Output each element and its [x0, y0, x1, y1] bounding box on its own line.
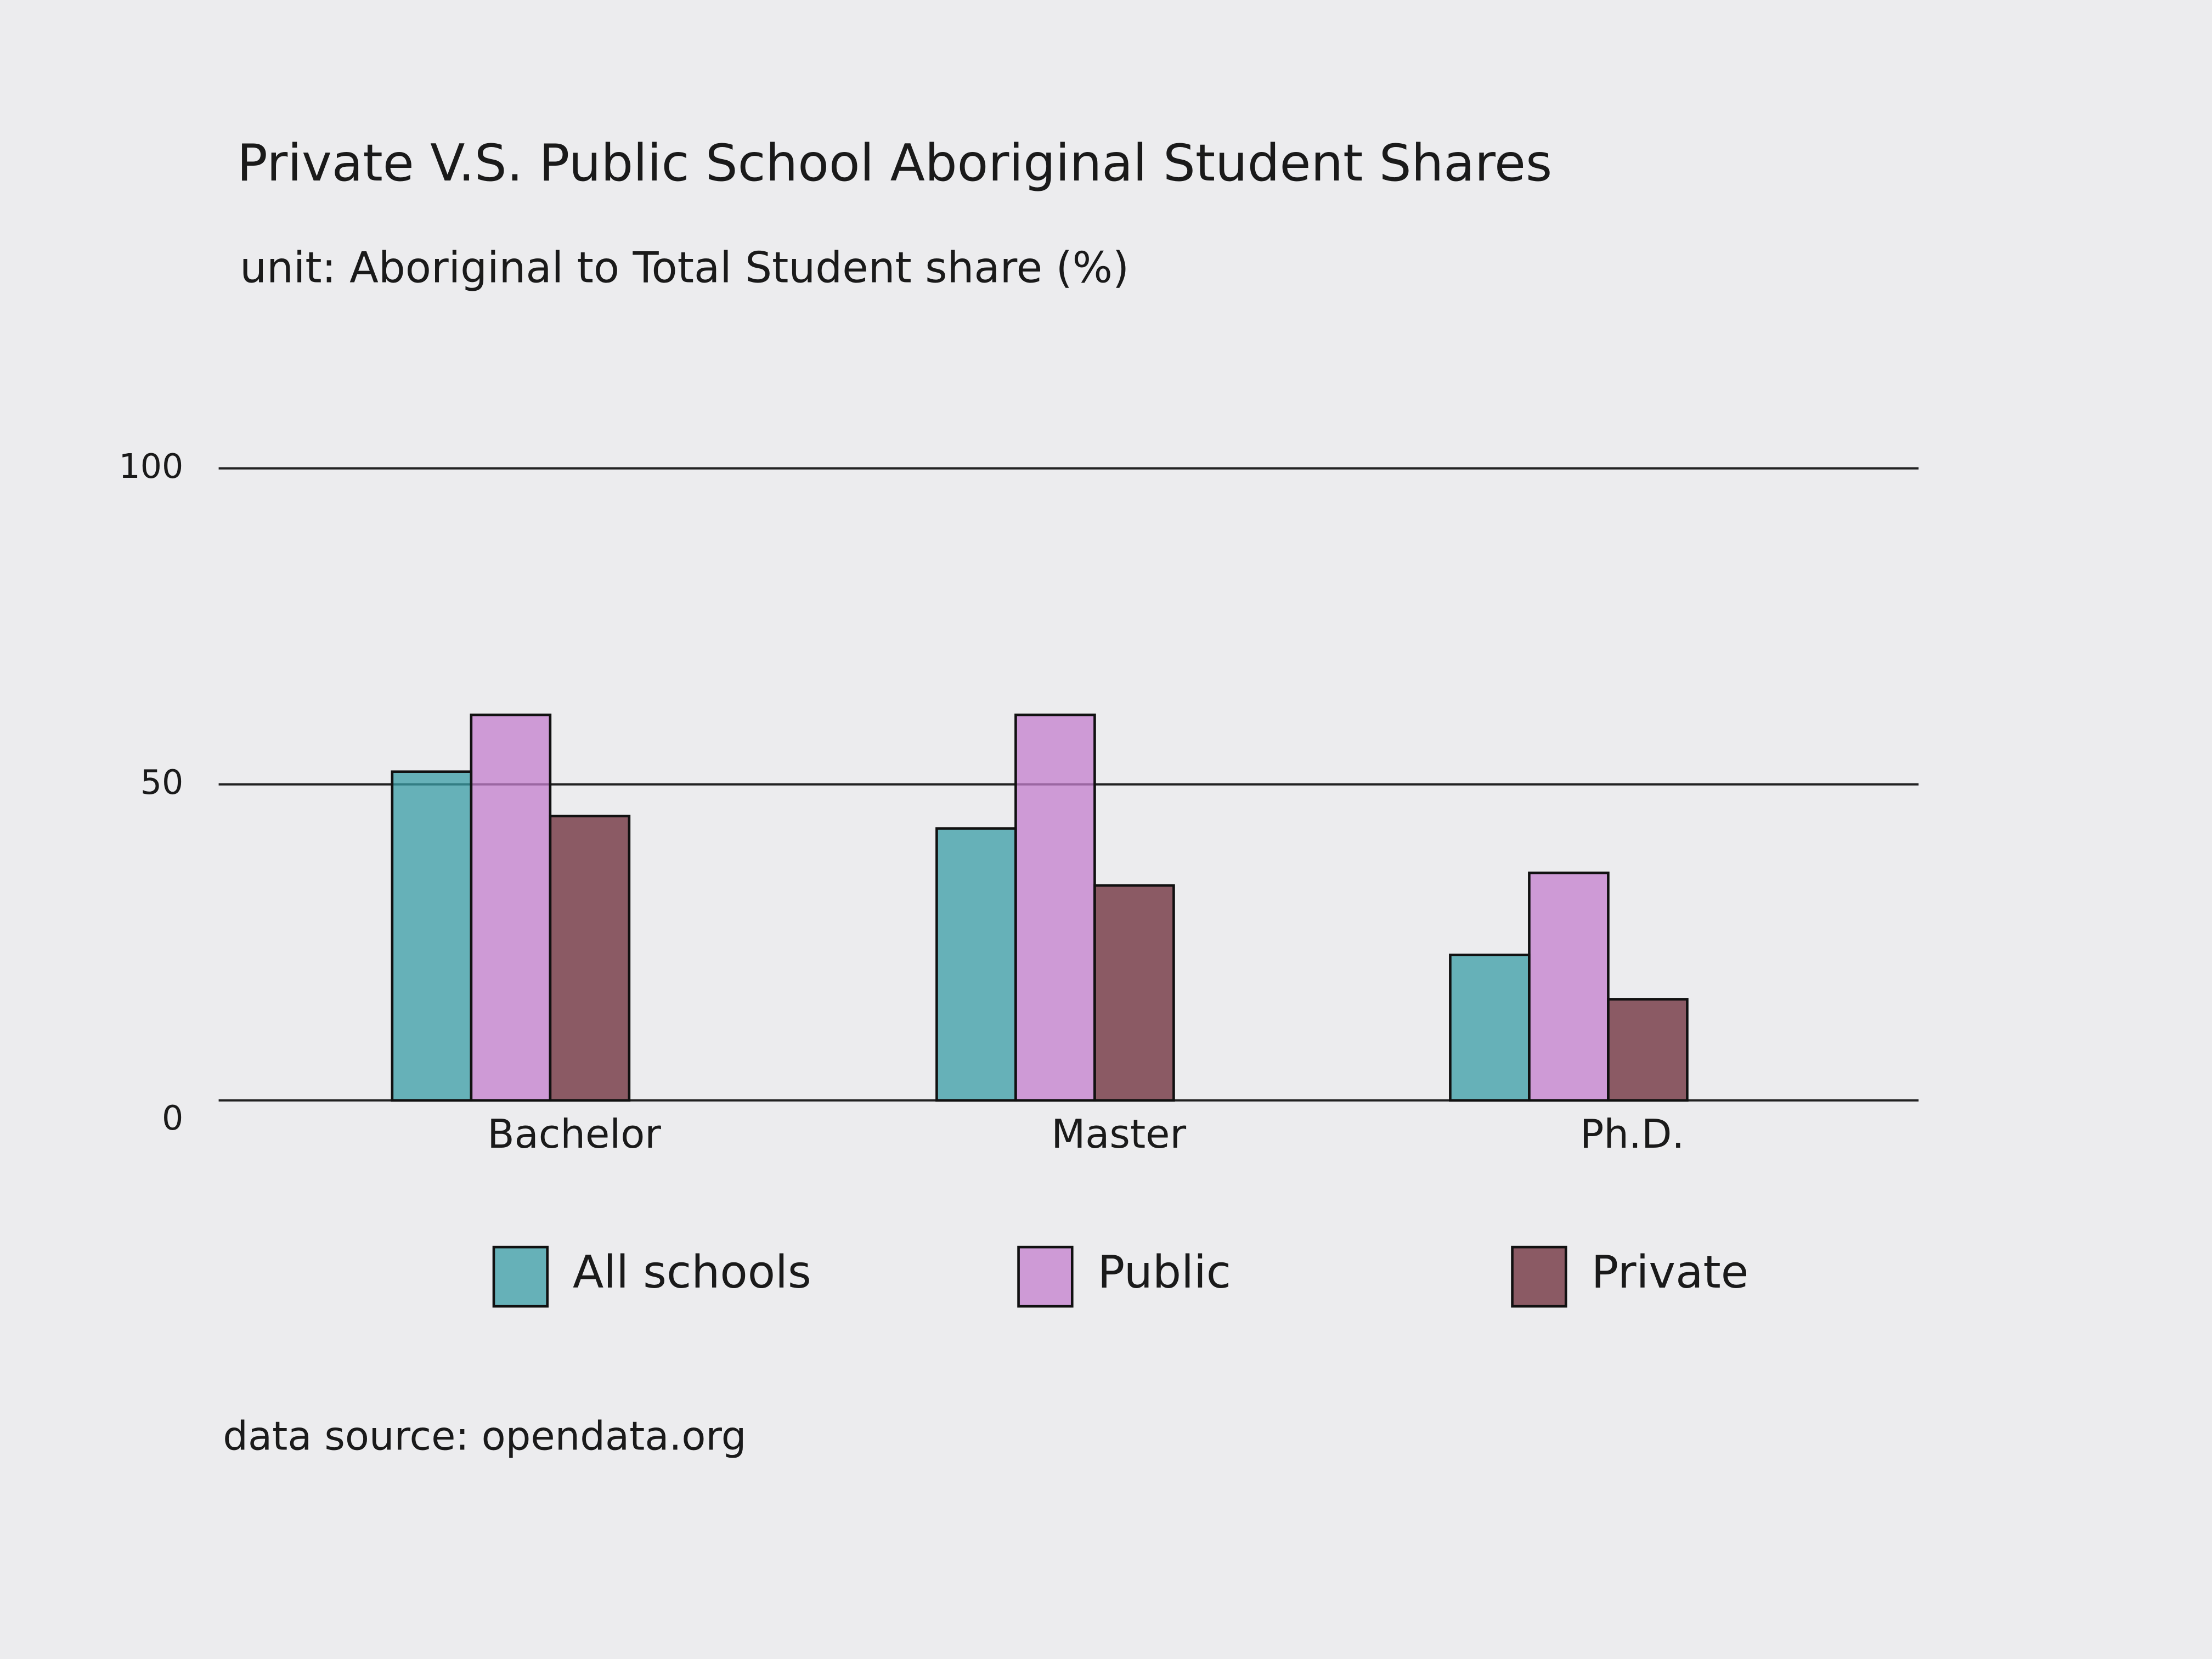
x-tick-label: Master [1051, 1111, 1186, 1157]
bar [549, 815, 631, 1102]
source-note: data source: opendata.org [223, 1413, 746, 1459]
bar [1528, 871, 1610, 1102]
bar [1449, 953, 1531, 1102]
legend-label: Private [1592, 1246, 1749, 1299]
chart-title: Private V.S. Public School Aboriginal St… [237, 133, 1552, 193]
legend-swatch [492, 1245, 549, 1308]
y-tick-label: 0 [162, 1098, 183, 1138]
bar [935, 827, 1017, 1102]
bar [1093, 884, 1175, 1102]
x-tick-label: Bachelor [487, 1111, 661, 1157]
legend-swatch [1511, 1245, 1567, 1308]
x-tick-label: Ph.D. [1580, 1111, 1684, 1157]
y-tick-label: 50 [140, 763, 184, 802]
y-tick-label: 100 [119, 447, 184, 486]
bar [470, 713, 552, 1102]
legend-swatch [1017, 1245, 1074, 1308]
legend-label: All schools [573, 1246, 811, 1299]
chart-subtitle: unit: Aboriginal to Total Student share … [240, 244, 1129, 293]
bar [1607, 998, 1689, 1102]
bar [1014, 713, 1096, 1102]
legend-label: Public [1098, 1246, 1231, 1299]
bar [391, 770, 473, 1102]
